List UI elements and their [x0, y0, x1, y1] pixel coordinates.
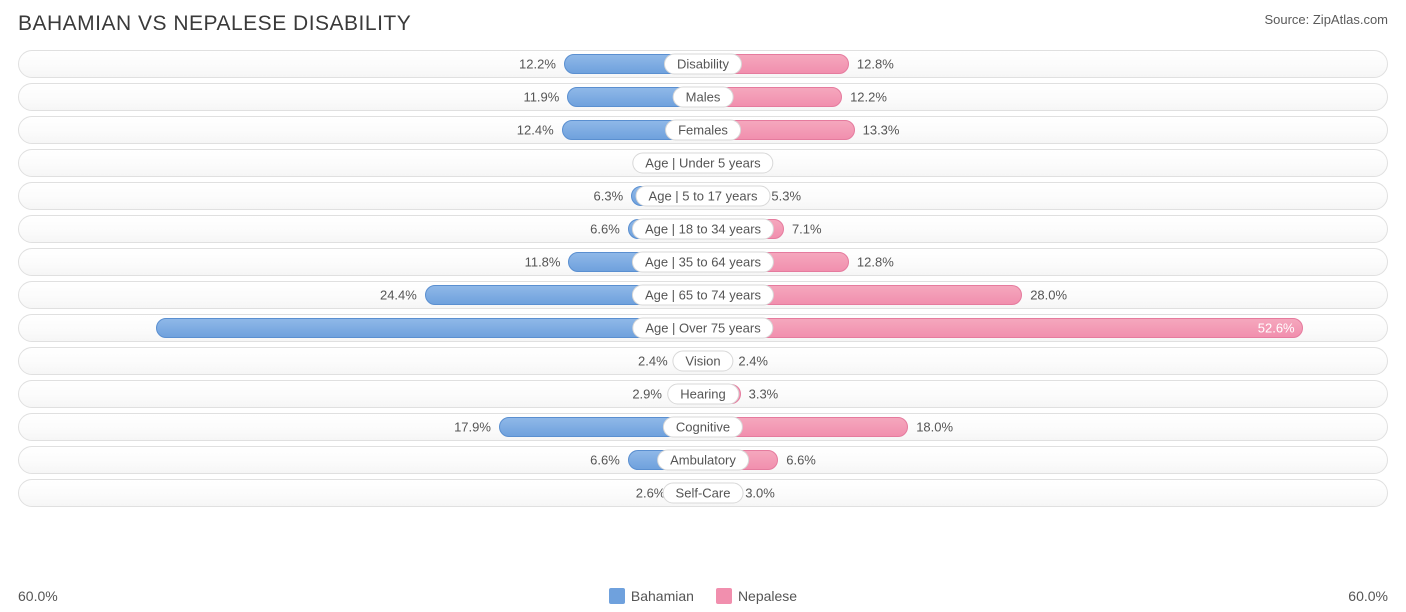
legend-left-label: Bahamian: [631, 588, 694, 604]
chart-row: 6.6% 6.6% Ambulatory: [18, 446, 1388, 474]
chart-row: 2.6% 3.0%Self-Care: [18, 479, 1388, 507]
value-label-left: 11.8%: [525, 255, 561, 270]
value-label-left: 12.4%: [517, 123, 554, 138]
value-label-right: 12.2%: [850, 90, 887, 105]
category-pill: Vision: [672, 351, 733, 372]
value-label-right: 5.3%: [771, 189, 801, 204]
value-label-right: 2.4%: [738, 354, 768, 369]
category-pill: Age | Over 75 years: [632, 318, 773, 339]
category-pill: Disability: [664, 54, 742, 75]
value-label-left: 24.4%: [380, 288, 417, 303]
chart-title: BAHAMIAN VS NEPALESE DISABILITY: [18, 12, 411, 36]
value-label-right: 3.3%: [749, 387, 779, 402]
category-pill: Age | 65 to 74 years: [632, 285, 774, 306]
legend-item-right: Nepalese: [716, 588, 797, 604]
swatch-left-icon: [609, 588, 625, 604]
category-pill: Age | 18 to 34 years: [632, 219, 774, 240]
category-pill: Age | Under 5 years: [632, 153, 773, 174]
value-label-right: 28.0%: [1030, 288, 1067, 303]
swatch-right-icon: [716, 588, 732, 604]
value-label-right: 52.6%: [1258, 321, 1295, 336]
value-label-right: 18.0%: [916, 420, 953, 435]
value-label-left: 6.6%: [590, 453, 620, 468]
chart-header: BAHAMIAN VS NEPALESE DISABILITY Source: …: [18, 12, 1388, 36]
chart-row: 11.9% 12.2% Males: [18, 83, 1388, 111]
chart-row: 48.0% 52.6% Age | Over 75 years: [18, 314, 1388, 342]
chart-row: 12.4% 13.3% Females: [18, 116, 1388, 144]
chart-footer: 60.0% Bahamian Nepalese 60.0%: [18, 588, 1388, 604]
chart-row: 12.2% 12.8% Disability: [18, 50, 1388, 78]
value-label-left: 2.6%: [636, 486, 666, 501]
category-pill: Age | 5 to 17 years: [636, 186, 771, 207]
value-label-right: 6.6%: [786, 453, 816, 468]
value-label-left: 17.9%: [454, 420, 491, 435]
category-pill: Females: [665, 120, 741, 141]
chart-row: 17.9% 18.0% Cognitive: [18, 413, 1388, 441]
chart-row: 2.9% 3.3% Hearing: [18, 380, 1388, 408]
legend: Bahamian Nepalese: [609, 588, 797, 604]
category-pill: Self-Care: [663, 483, 744, 504]
chart-area: 12.2% 12.8% Disability 11.9% 12.2% Males 12.4%…: [18, 50, 1388, 582]
chart-row: 2.4% 2.4% Vision: [18, 347, 1388, 375]
value-label-right: 3.0%: [745, 486, 775, 501]
category-pill: Ambulatory: [657, 450, 749, 471]
legend-right-label: Nepalese: [738, 588, 797, 604]
chart-source: Source: ZipAtlas.com: [1264, 12, 1388, 27]
value-label-left: 6.3%: [594, 189, 624, 204]
value-label-right: 13.3%: [863, 123, 900, 138]
chart-row: 1.3%0.97%Age | Under 5 years: [18, 149, 1388, 177]
value-label-left: 11.9%: [523, 90, 559, 105]
chart-row: 11.8% 12.8% Age | 35 to 64 years: [18, 248, 1388, 276]
chart-row: 6.3% 5.3%Age | 5 to 17 years: [18, 182, 1388, 210]
chart-row: 24.4% 28.0% Age | 65 to 74 years: [18, 281, 1388, 309]
chart-row: 6.6% 7.1% Age | 18 to 34 years: [18, 215, 1388, 243]
legend-item-left: Bahamian: [609, 588, 694, 604]
value-label-left: 12.2%: [519, 57, 556, 72]
value-label-right: 7.1%: [792, 222, 822, 237]
category-pill: Hearing: [667, 384, 739, 405]
value-label-right: 12.8%: [857, 255, 894, 270]
value-label-right: 12.8%: [857, 57, 894, 72]
bar-right: [703, 318, 1303, 338]
category-pill: Cognitive: [663, 417, 743, 438]
value-label-left: 2.4%: [638, 354, 668, 369]
axis-label-right: 60.0%: [1348, 588, 1388, 604]
axis-label-left: 60.0%: [18, 588, 58, 604]
value-label-left: 48.0%: [156, 321, 697, 335]
category-pill: Age | 35 to 64 years: [632, 252, 774, 273]
category-pill: Males: [673, 87, 734, 108]
value-label-left: 6.6%: [590, 222, 620, 237]
value-label-left: 2.9%: [632, 387, 662, 402]
